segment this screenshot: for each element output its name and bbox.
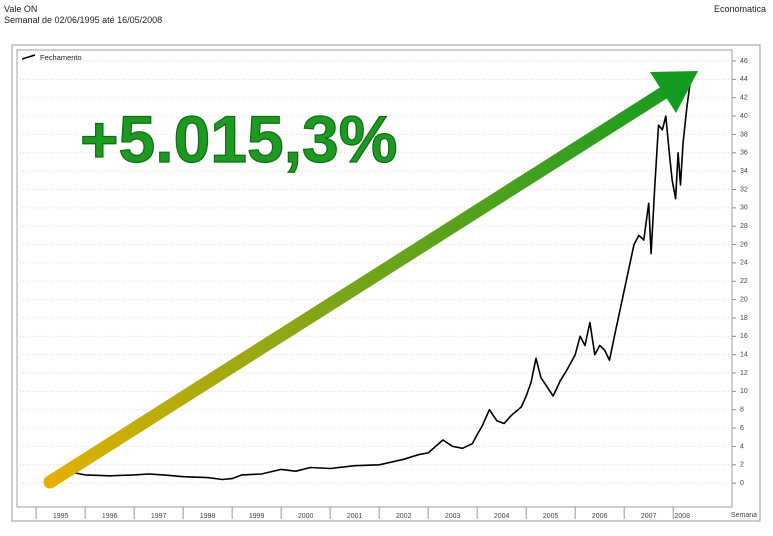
y-tick-label: 12 <box>740 370 748 377</box>
y-tick-label: 4 <box>740 443 744 450</box>
y-tick-label: 20 <box>740 296 748 303</box>
x-tick-label: 1996 <box>102 513 118 520</box>
x-tick-label: 2002 <box>396 513 412 520</box>
legend-label: Fechamento <box>40 53 82 62</box>
y-tick-label: 8 <box>740 407 744 414</box>
y-tick-label: 24 <box>740 260 748 267</box>
y-tick-label: 38 <box>740 131 748 138</box>
source: Economatica <box>714 4 766 14</box>
trend-arrow <box>43 71 698 489</box>
legend-swatch <box>21 54 36 60</box>
y-tick-label: 10 <box>740 388 748 395</box>
grid: 0246810121416182022242628303234363840424… <box>17 58 748 520</box>
x-tick-label: 1995 <box>53 513 69 520</box>
x-tick-label: 1998 <box>200 513 216 520</box>
y-tick-label: 34 <box>740 168 748 175</box>
x-tick-label: 2003 <box>445 513 461 520</box>
y-tick-label: 16 <box>740 333 748 340</box>
y-tick-label: 36 <box>740 150 748 157</box>
legend: Fechamento <box>21 53 82 62</box>
y-tick-label: 32 <box>740 186 748 193</box>
x-tick-label: 2000 <box>298 513 314 520</box>
y-tick-label: 30 <box>740 205 748 212</box>
x-tick-label: 1999 <box>249 513 265 520</box>
x-tick-label: 2005 <box>543 513 559 520</box>
y-tick-label: 0 <box>740 480 744 487</box>
y-tick-label: 26 <box>740 241 748 248</box>
x-tick-label: 2007 <box>641 513 657 520</box>
y-tick-label: 18 <box>740 315 748 322</box>
x-tick-label: 2001 <box>347 513 363 520</box>
y-tick-label: 46 <box>740 58 748 65</box>
x-tick-label: 2004 <box>494 513 510 520</box>
chart-title: Vale ON <box>4 4 37 14</box>
line-series <box>56 73 693 481</box>
x-tick-label: 2008 <box>674 513 690 520</box>
arrow-shaft <box>43 83 675 489</box>
x-tick-label: 2006 <box>592 513 608 520</box>
y-tick-label: 42 <box>740 95 748 102</box>
x-tick-label: 1997 <box>151 513 167 520</box>
marks <box>56 73 693 481</box>
annotation: +5.015,3% <box>80 102 397 176</box>
y-tick-label: 44 <box>740 76 748 83</box>
y-tick-label: 22 <box>740 278 748 285</box>
arrow-head <box>650 71 698 113</box>
y-tick-label: 28 <box>740 223 748 230</box>
y-tick-label: 40 <box>740 113 748 120</box>
y-tick-label: 2 <box>740 462 744 469</box>
y-tick-label: 14 <box>740 352 748 359</box>
y-tick-label: 6 <box>740 425 744 432</box>
chart-subtitle: Semanal de 02/06/1995 até 16/05/2008 <box>4 15 162 25</box>
x-axis-label: Semana <box>731 512 757 519</box>
